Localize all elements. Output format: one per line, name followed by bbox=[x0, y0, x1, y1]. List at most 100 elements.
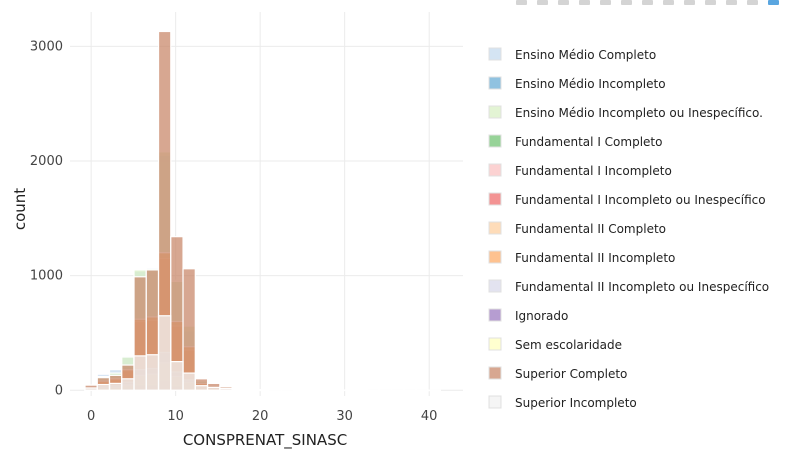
legend-item-5[interactable]: Fundamental I Incompleto ou Inespecífico bbox=[488, 192, 766, 207]
x-tick-label: 40 bbox=[421, 409, 438, 424]
hover-compare-icon[interactable] bbox=[747, 0, 758, 5]
bar-12-11[interactable] bbox=[219, 387, 233, 391]
bar-12-21[interactable] bbox=[341, 389, 356, 392]
legend-label: Superior Incompleto bbox=[515, 396, 637, 410]
legend-swatch bbox=[488, 308, 502, 322]
legend-swatch bbox=[488, 250, 502, 264]
lasso-icon[interactable] bbox=[600, 0, 611, 5]
bar-12-2[interactable] bbox=[108, 382, 123, 391]
legend-swatch bbox=[488, 134, 502, 148]
reset-axes-icon[interactable] bbox=[684, 0, 695, 5]
legend-swatch bbox=[488, 279, 502, 293]
bar-12-18[interactable] bbox=[304, 389, 319, 392]
bar-12-10[interactable] bbox=[206, 386, 221, 391]
y-tick-label: 2000 bbox=[30, 154, 63, 169]
y-tick-label: 0 bbox=[55, 383, 63, 398]
pan-icon[interactable] bbox=[558, 0, 569, 5]
modebar[interactable] bbox=[516, 0, 779, 8]
legend-label: Ensino Médio Incompleto ou Inespecífico. bbox=[515, 106, 763, 120]
bar-12-15[interactable] bbox=[268, 389, 282, 391]
bar-12-22[interactable] bbox=[354, 389, 368, 392]
bar-12-20[interactable] bbox=[329, 389, 343, 392]
legend-item-3[interactable]: Fundamental I Completo bbox=[488, 134, 662, 149]
bar-12-25[interactable] bbox=[390, 389, 405, 392]
legend-item-2[interactable]: Ensino Médio Incompleto ou Inespecífico. bbox=[488, 105, 763, 120]
legend-label: Sem escolaridade bbox=[515, 338, 622, 352]
hover-closest-icon[interactable] bbox=[726, 0, 737, 5]
zoom-out-icon[interactable] bbox=[642, 0, 653, 5]
legend-item-11[interactable]: Superior Completo bbox=[488, 366, 627, 381]
legend-label: Fundamental I Incompleto ou Inespecífico bbox=[515, 193, 766, 207]
autoscale-icon[interactable] bbox=[663, 0, 674, 5]
legend-swatch bbox=[488, 192, 502, 206]
bars-layer bbox=[84, 30, 441, 392]
bar-12-6[interactable] bbox=[157, 315, 172, 391]
legend-swatch bbox=[488, 47, 502, 61]
bar-12-24[interactable] bbox=[378, 389, 392, 392]
bar-12-13[interactable] bbox=[243, 388, 258, 391]
bar-12-3[interactable] bbox=[121, 378, 135, 391]
bar-12-12[interactable] bbox=[231, 388, 245, 391]
legend-label: Fundamental II Incompleto ou Inespecífic… bbox=[515, 280, 769, 294]
legend-label: Fundamental II Completo bbox=[515, 222, 666, 236]
bar-12-5[interactable] bbox=[145, 354, 160, 391]
x-tick-label: 30 bbox=[336, 409, 353, 424]
legend-label: Ignorado bbox=[515, 309, 568, 323]
bar-11-8[interactable] bbox=[182, 268, 196, 391]
bar-12-14[interactable] bbox=[255, 388, 270, 391]
legend-swatch bbox=[488, 395, 502, 409]
legend-swatch bbox=[488, 221, 502, 235]
legend-item-12[interactable]: Superior Incompleto bbox=[488, 395, 637, 410]
legend-label: Fundamental I Incompleto bbox=[515, 164, 672, 178]
bar-12-16[interactable] bbox=[280, 389, 294, 391]
zoom-icon[interactable] bbox=[537, 0, 548, 5]
y-tick-label: 3000 bbox=[30, 39, 63, 54]
bar-12-27[interactable] bbox=[415, 389, 429, 392]
x-tick-label: 10 bbox=[167, 409, 184, 424]
legend-swatch bbox=[488, 337, 502, 351]
legend-label: Fundamental II Incompleto bbox=[515, 251, 675, 265]
x-axis-title: CONSPRENAT_SINASC bbox=[183, 431, 347, 450]
bar-12-8[interactable] bbox=[182, 372, 196, 391]
legend-item-8[interactable]: Fundamental II Incompleto ou Inespecífic… bbox=[488, 279, 769, 294]
x-tick-label: 20 bbox=[252, 409, 269, 424]
legend-swatch bbox=[488, 163, 502, 177]
box-select-icon[interactable] bbox=[579, 0, 590, 5]
legend-swatch bbox=[488, 366, 502, 380]
zoom-in-icon[interactable] bbox=[621, 0, 632, 5]
bar-12-28[interactable] bbox=[427, 389, 441, 392]
legend-label: Superior Completo bbox=[515, 367, 627, 381]
bar-12-4[interactable] bbox=[133, 355, 147, 391]
legend-swatch bbox=[488, 105, 502, 119]
bar-12-0[interactable] bbox=[84, 387, 98, 391]
bar-12-7[interactable] bbox=[170, 361, 184, 391]
legend[interactable]: Ensino Médio Completo Ensino Médio Incomp… bbox=[488, 47, 769, 410]
legend-label: Fundamental I Completo bbox=[515, 135, 662, 149]
legend-swatch bbox=[488, 76, 502, 90]
legend-label: Ensino Médio Incompleto bbox=[515, 77, 666, 91]
y-tick-label: 1000 bbox=[30, 269, 63, 284]
bar-12-19[interactable] bbox=[317, 389, 331, 392]
x-tick-label: 0 bbox=[87, 409, 95, 424]
bar-12-26[interactable] bbox=[403, 389, 417, 392]
y-axis-title: count bbox=[11, 188, 29, 230]
bar-12-9[interactable] bbox=[194, 385, 209, 391]
grid-lines bbox=[70, 12, 463, 396]
camera-icon[interactable] bbox=[516, 0, 527, 5]
x-axis-ticks: 0 10 20 30 40 bbox=[87, 409, 437, 424]
legend-item-1[interactable]: Ensino Médio Incompleto bbox=[488, 76, 666, 91]
plotly-logo-icon[interactable] bbox=[768, 0, 779, 5]
legend-item-0[interactable]: Ensino Médio Completo bbox=[488, 47, 656, 62]
legend-item-10[interactable]: Sem escolaridade bbox=[488, 337, 622, 352]
bar-12-23[interactable] bbox=[366, 389, 380, 392]
legend-item-9[interactable]: Ignorado bbox=[488, 308, 568, 323]
bar-12-1[interactable] bbox=[96, 383, 111, 391]
legend-label: Ensino Médio Completo bbox=[515, 48, 656, 62]
legend-item-7[interactable]: Fundamental II Incompleto bbox=[488, 250, 675, 265]
y-axis-ticks: 0 1000 2000 3000 bbox=[30, 39, 63, 398]
legend-item-4[interactable]: Fundamental I Incompleto bbox=[488, 163, 672, 178]
legend-item-6[interactable]: Fundamental II Completo bbox=[488, 221, 666, 236]
spike-lines-icon[interactable] bbox=[705, 0, 716, 5]
bar-12-17[interactable] bbox=[292, 389, 307, 392]
